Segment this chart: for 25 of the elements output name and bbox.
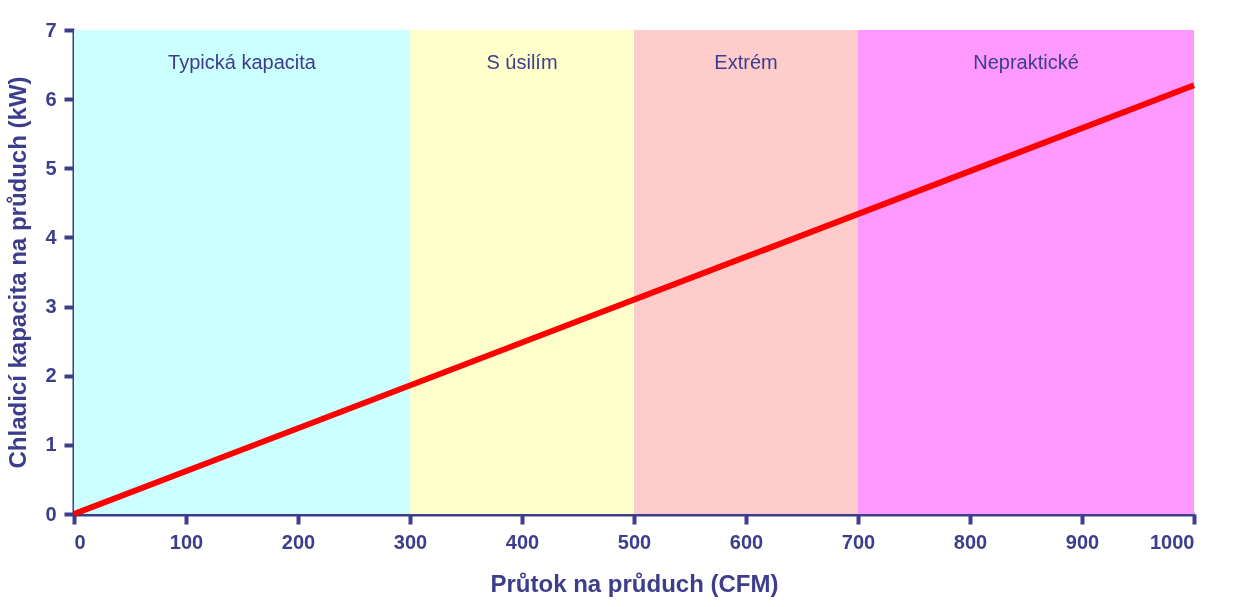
x-tick-label: 1000 <box>1150 530 1195 553</box>
x-tick-label: 300 <box>393 530 428 553</box>
band-label: Nepraktické <box>973 51 1079 73</box>
x-tick-label: 800 <box>953 530 988 553</box>
y-axis-title: Chladicí kapacita na průduch (kW) <box>4 76 32 469</box>
y-tick-label: 5 <box>45 156 57 179</box>
y-tick-label: 7 <box>45 18 57 41</box>
band-label: S úsilím <box>486 51 558 73</box>
y-tick-label: 6 <box>45 87 57 110</box>
x-tick-label: 500 <box>617 530 652 553</box>
y-tick-label: 0 <box>45 502 57 525</box>
x-tick-label: 200 <box>281 530 316 553</box>
band-label: Extrém <box>714 51 778 73</box>
x-axis-title: Průtok na průduch (CFM) <box>490 569 779 597</box>
x-tick-label: 400 <box>505 530 540 553</box>
x-tick-label: 100 <box>169 530 204 553</box>
y-tick-label: 3 <box>45 295 57 318</box>
band-label: Typická kapacita <box>168 51 317 73</box>
y-tick-label: 2 <box>45 364 57 387</box>
x-tick-label: 900 <box>1065 530 1100 553</box>
x-tick-label: 700 <box>841 530 876 553</box>
x-tick-label: 0 <box>74 530 86 553</box>
x-tick-label: 600 <box>729 530 764 553</box>
y-tick-label: 1 <box>45 433 57 456</box>
y-tick-label: 4 <box>45 225 58 248</box>
